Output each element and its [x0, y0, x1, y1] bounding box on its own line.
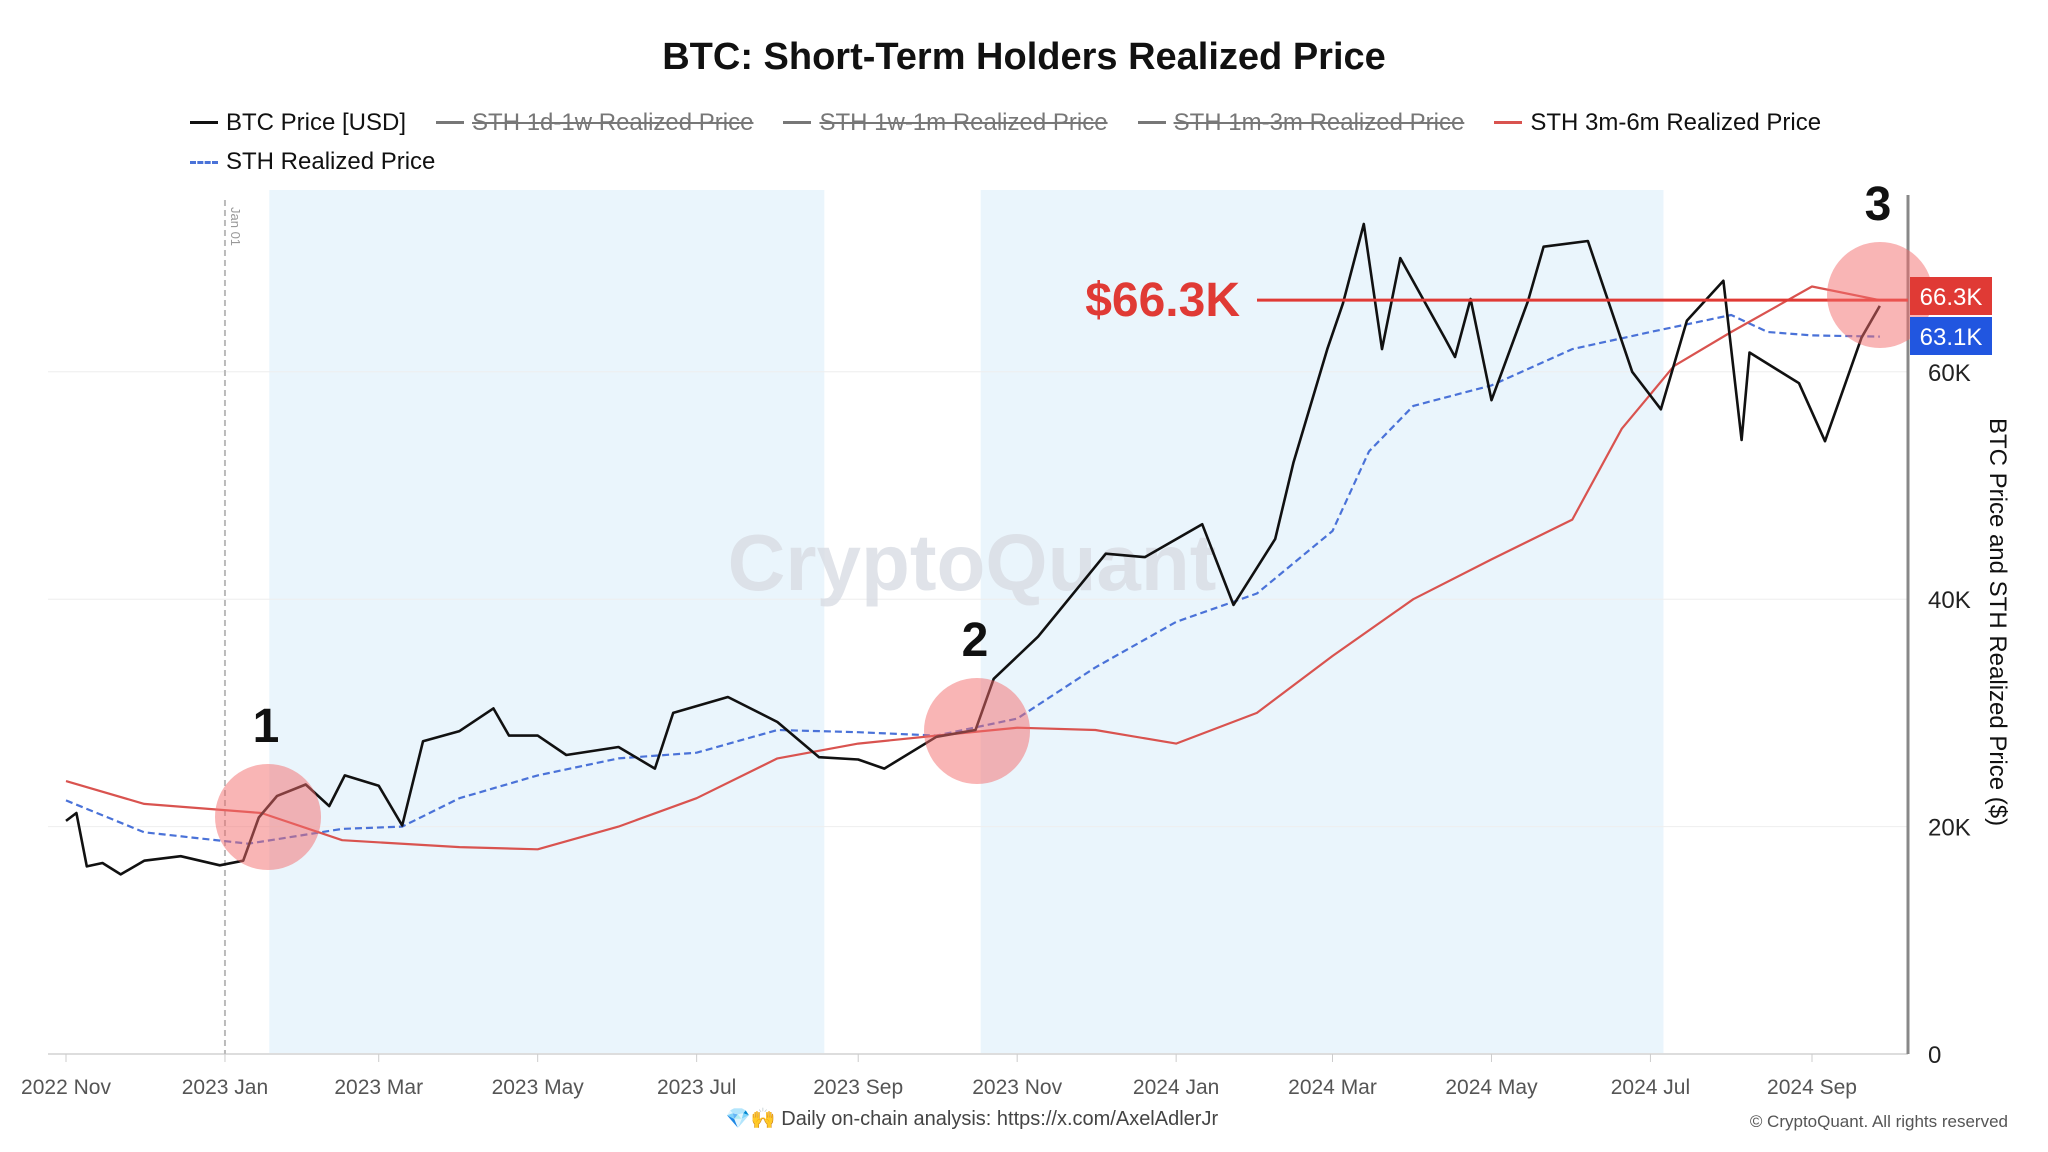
footer-text: Daily on-chain analysis:: [781, 1108, 997, 1130]
x-tick-label: 2024 Sep: [1767, 1076, 1857, 1099]
footer: 💎🙌 Daily on-chain analysis: https://x.co…: [0, 1106, 1944, 1131]
marker-label: 2: [962, 614, 989, 667]
legend-label: STH 3m-6m Realized Price: [1530, 108, 1822, 136]
shaded-range: [269, 190, 825, 1054]
legend-label: STH 1d-1w Realized Price: [472, 108, 754, 136]
highlight-circle: [924, 678, 1030, 784]
x-tick-label: 2024 Mar: [1288, 1076, 1377, 1099]
legend-swatch: [783, 121, 812, 124]
last-value-badge: [1910, 277, 1992, 315]
x-tick-label: 2022 Nov: [21, 1076, 111, 1099]
diamond-hands-emoji: 💎🙌: [725, 1108, 776, 1130]
x-tick-label: 2023 Jan: [182, 1076, 268, 1099]
chart-title: BTC: Short-Term Holders Realized Price: [662, 36, 1386, 78]
legend-label: STH 1w-1m Realized Price: [819, 108, 1108, 136]
x-tick-label: 2023 Jul: [657, 1076, 736, 1099]
legend-label: STH 1m-3m Realized Price: [1173, 108, 1465, 136]
y-axis-title: BTC Price and STH Realized Price ($): [1984, 418, 2011, 826]
legend-item[interactable]: STH 1w-1m Realized Price: [783, 106, 1108, 140]
last-value-text: 63.1K: [1920, 324, 1983, 351]
footer-link[interactable]: https://x.com/AxelAdlerJr: [996, 1108, 1219, 1130]
x-tick-label: 2024 Jan: [1133, 1076, 1219, 1099]
highlight-circle: [1827, 242, 1933, 348]
series-line-sth-realized-price: [65, 313, 1880, 845]
y-tick-label: 0: [1928, 1042, 1941, 1069]
x-tick-label: 2024 May: [1445, 1076, 1538, 1099]
watermark: CryptoQuant: [728, 518, 1217, 607]
legend-item[interactable]: STH 1d-1w Realized Price: [436, 106, 753, 140]
legend-swatch: [190, 121, 218, 124]
legend-item[interactable]: STH Realized Price: [190, 145, 435, 179]
x-tick-label: 2023 Nov: [972, 1076, 1062, 1099]
legend-label: BTC Price [USD]: [226, 108, 407, 136]
legend-swatch: [1137, 121, 1166, 124]
y-tick-label: 40K: [1928, 587, 1971, 614]
marker-label: 3: [1865, 178, 1892, 231]
legend-item[interactable]: STH 3m-6m Realized Price: [1494, 106, 1821, 140]
legend-label: STH Realized Price: [226, 148, 436, 175]
y-tick-label: 60K: [1928, 360, 1971, 387]
series-line-sth-3m-6m-realized-price: [65, 285, 1881, 851]
legend-swatch: [1494, 121, 1523, 124]
legend: BTC Price [USD] STH 1d-1w Realized Price S…: [190, 100, 1910, 179]
highlight-circle: [215, 764, 321, 870]
legend-swatch: [436, 121, 465, 124]
last-value-badge: [1910, 317, 1992, 355]
copyright: © CryptoQuant. All rights reserved: [1749, 1112, 2008, 1131]
legend-item[interactable]: STH 1m-3m Realized Price: [1137, 106, 1465, 140]
price-level-label: $66.3K: [1085, 274, 1240, 327]
legend-swatch: [190, 160, 218, 164]
last-value-text: 66.3K: [1920, 284, 1983, 311]
marker-label: 1: [253, 700, 280, 753]
x-tick-label: 2024 Jul: [1611, 1076, 1690, 1099]
x-tick-label: 2023 May: [492, 1076, 585, 1099]
jan01-marker-label: Jan 01: [228, 207, 243, 246]
y-tick-label: 20K: [1928, 815, 1971, 842]
x-tick-label: 2023 Sep: [813, 1076, 903, 1099]
x-tick-label: 2023 Mar: [334, 1076, 423, 1099]
shaded-range: [980, 190, 1664, 1054]
legend-item[interactable]: BTC Price [USD]: [190, 106, 406, 140]
